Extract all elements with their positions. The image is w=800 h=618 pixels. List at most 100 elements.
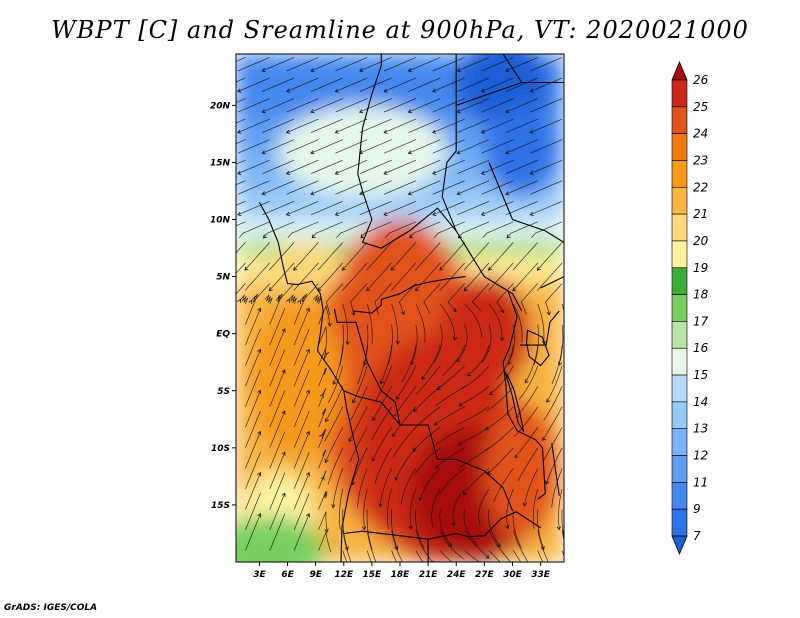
streamline-arrow <box>456 68 461 73</box>
streamline <box>237 118 270 133</box>
streamline-arrow <box>540 545 545 551</box>
colorbar-label: 25 <box>693 100 708 114</box>
y-tick-label: 5N <box>216 273 230 283</box>
streamline <box>335 200 368 216</box>
streamline <box>524 468 539 506</box>
streamline-arrow <box>432 170 437 175</box>
streamline <box>514 427 539 458</box>
streamline <box>432 118 465 133</box>
streamline <box>328 365 344 403</box>
border-line <box>551 443 560 496</box>
streamline <box>383 200 417 216</box>
colorbar-segment <box>671 213 688 242</box>
streamline <box>251 283 270 303</box>
border-line <box>502 290 546 500</box>
streamline <box>317 262 344 291</box>
streamline <box>439 509 452 547</box>
streamline <box>262 57 295 72</box>
streamline <box>481 98 514 113</box>
streamline-arrow <box>487 266 493 271</box>
streamline <box>269 308 286 346</box>
streamline-arrow <box>310 150 315 155</box>
streamline-arrow <box>277 295 282 300</box>
border-line <box>357 54 382 243</box>
streamline <box>545 447 563 485</box>
streamline-arrow <box>505 191 510 196</box>
streamline <box>359 77 392 92</box>
streamline-arrow <box>458 402 463 407</box>
streamline-arrow <box>248 299 253 305</box>
streamline <box>489 365 514 395</box>
streamline-arrow <box>407 150 412 155</box>
streamline <box>366 509 373 550</box>
streamline-arrow <box>500 309 505 314</box>
streamline-arrow <box>395 395 400 400</box>
streamline-arrow <box>409 234 414 239</box>
x-tick-label: 30E <box>503 570 523 580</box>
streamline-arrow <box>297 299 301 305</box>
streamline <box>408 180 441 195</box>
streamline <box>457 180 490 195</box>
streamline <box>357 345 368 385</box>
streamline <box>286 159 319 175</box>
y-tick-label: 15N <box>210 158 231 168</box>
streamline <box>236 139 246 144</box>
y-tick-label: 15S <box>211 501 230 511</box>
streamline <box>262 139 295 154</box>
streamline <box>237 139 270 154</box>
streamline <box>269 493 286 531</box>
streamline <box>371 406 392 441</box>
streamline <box>482 221 514 239</box>
streamline-arrow <box>311 234 316 239</box>
streamline-arrow <box>363 361 368 366</box>
streamline <box>335 77 368 92</box>
streamline <box>438 468 465 496</box>
streamline <box>488 303 503 341</box>
streamline <box>415 262 441 291</box>
streamline-arrow <box>414 287 419 292</box>
streamline-arrow <box>334 129 339 134</box>
streamline-arrow <box>237 88 242 93</box>
streamline-arrow <box>378 503 383 508</box>
streamline <box>463 509 478 546</box>
streamline-arrow <box>408 525 413 530</box>
streamline-arrow <box>324 458 329 464</box>
streamline <box>505 77 538 92</box>
streamline <box>385 221 417 239</box>
streamline <box>269 431 286 469</box>
streamline <box>380 345 392 384</box>
streamline-arrow <box>392 432 397 437</box>
streamline <box>262 77 295 92</box>
streamline <box>310 180 343 195</box>
streamline <box>432 77 465 92</box>
colorbar-label: 22 <box>693 180 708 194</box>
streamline <box>245 369 261 407</box>
streamline <box>481 139 514 154</box>
streamline <box>481 180 514 195</box>
field-patch <box>236 516 326 562</box>
streamline <box>293 328 310 366</box>
streamline <box>545 283 563 315</box>
streamline-arrow <box>285 211 291 216</box>
streamline <box>383 98 417 113</box>
streamline <box>318 388 327 407</box>
streamline-arrow <box>237 211 242 216</box>
streamline <box>447 283 465 312</box>
streamline-arrow <box>366 287 371 292</box>
streamline <box>537 303 545 345</box>
streamline <box>520 283 539 315</box>
streamline <box>481 77 514 92</box>
streamline-arrow <box>529 129 534 134</box>
streamline-arrow <box>214 192 218 195</box>
streamline-arrow <box>261 150 266 155</box>
streamline-arrow <box>484 426 490 431</box>
streamline <box>318 326 327 348</box>
colorbar-segment <box>671 79 688 108</box>
streamline <box>383 180 417 195</box>
streamline <box>461 365 490 390</box>
streamline-arrow <box>505 524 510 530</box>
streamline <box>505 57 538 72</box>
streamline <box>236 221 246 227</box>
streamline-arrow <box>332 380 337 386</box>
field-patch <box>484 402 560 540</box>
